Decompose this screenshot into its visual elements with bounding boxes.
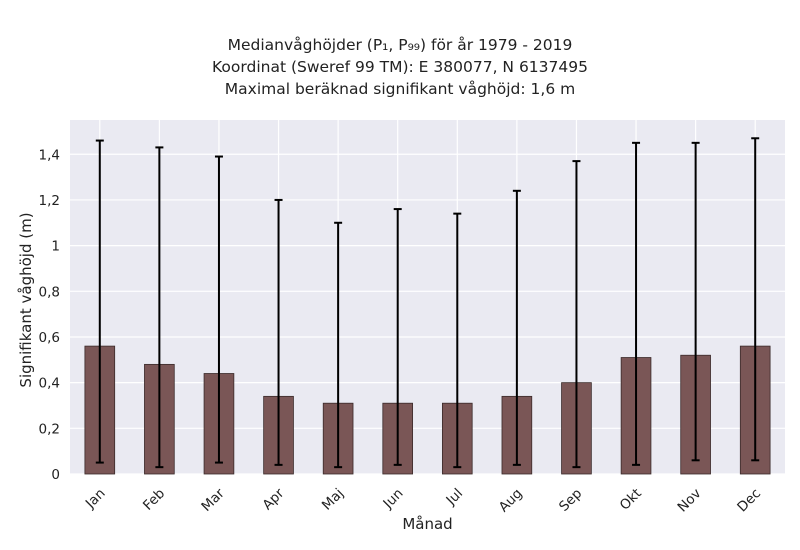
y-tick-label: 0,2 <box>39 421 60 437</box>
y-tick-label: 1,4 <box>39 147 60 163</box>
x-tick-label: Jan <box>82 486 109 513</box>
chart-title-line-1: Medianvåghöjder (P₁, P₉₉) för år 1979 - … <box>227 36 573 54</box>
x-axis-label: Månad <box>402 515 453 533</box>
x-tick-label: Feb <box>140 486 168 514</box>
x-tick-label: Jul <box>443 486 467 510</box>
y-tick-label: 0 <box>51 467 60 483</box>
chart-title: Medianvåghöjder (P₁, P₉₉) för år 1979 - … <box>0 34 800 100</box>
x-tick-label: Apr <box>260 485 288 513</box>
x-tick-label: Aug <box>496 486 526 516</box>
x-tick-label: Mar <box>198 485 228 515</box>
x-tick-label: Maj <box>319 486 347 514</box>
y-axis-label: Signifikant våghöjd (m) <box>17 212 35 388</box>
x-tick-label: Dec <box>734 486 764 516</box>
plot-area <box>70 120 785 474</box>
x-tick-label: Jun <box>380 486 407 513</box>
x-tick-label: Sep <box>556 486 585 515</box>
y-tick-label: 0,4 <box>39 376 60 392</box>
x-tick-label: Nov <box>675 486 705 516</box>
chart-title-line-2: Koordinat (Sweref 99 TM): E 380077, N 61… <box>212 58 588 76</box>
chart-title-line-3: Maximal beräknad signifikant våghöjd: 1,… <box>224 80 576 98</box>
y-tick-label: 0,6 <box>39 330 60 346</box>
x-tick-label: Okt <box>617 486 645 514</box>
y-tick-label: 0,8 <box>39 284 60 300</box>
y-tick-label: 1 <box>51 239 60 255</box>
y-tick-label: 1,2 <box>39 193 60 209</box>
